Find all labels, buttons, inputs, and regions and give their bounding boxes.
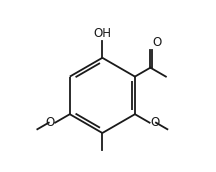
Text: O: O [151,116,160,129]
Text: O: O [153,36,162,49]
Text: O: O [45,116,54,129]
Text: OH: OH [93,27,111,40]
